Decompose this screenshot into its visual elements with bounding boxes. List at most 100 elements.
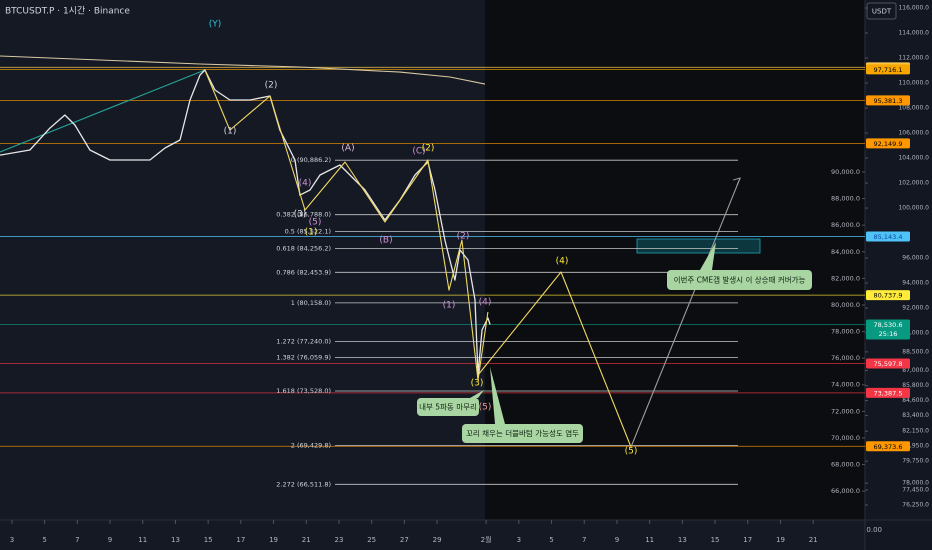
- x-tick-label: 3: [517, 536, 521, 544]
- x-tick-label: 5: [549, 536, 553, 544]
- y2-tick-label: 116,000.0: [898, 5, 929, 12]
- fib-label: 0.382 (86,788.0): [276, 211, 331, 219]
- price-tag-countdown: 25:16: [879, 330, 898, 338]
- x-tick-label: 11: [138, 536, 147, 544]
- y-tick-label: 80,000.0: [831, 301, 860, 309]
- price-tag: [866, 95, 910, 106]
- y2-tick-label: 85,800.0: [902, 382, 929, 389]
- price-tag: [866, 441, 910, 452]
- y2-tick-label: 77,450.0: [902, 486, 929, 493]
- x-tick-label: 7: [75, 536, 79, 544]
- series-line: [0, 69, 491, 376]
- price-tag-label: 75,597.8: [874, 360, 903, 368]
- x-tick-label: 21: [302, 536, 311, 544]
- currency-button-label[interactable]: USDT: [872, 8, 892, 16]
- price-tag-label: 85,143.4: [874, 233, 903, 241]
- fib-label: 1 (80,158.0): [291, 299, 331, 307]
- y2-tick-label: 108,000.0: [898, 105, 929, 112]
- x-tick-label: 9: [108, 536, 112, 544]
- fib-label: 2 (69,429.8): [291, 442, 331, 450]
- price-tag-label: 78,530.6: [874, 321, 903, 329]
- y2-tick-label: 76,250.0: [902, 501, 929, 508]
- callout-pointer: [490, 367, 505, 424]
- wave-label: (1): [305, 228, 318, 238]
- wave-label: (3): [471, 379, 484, 389]
- y2-tick-label: 102,000.0: [898, 180, 929, 187]
- fib-label: 2.272 (66,511.8): [276, 480, 331, 488]
- y2-tick-label: 94,000.0: [902, 280, 929, 287]
- x-tick-label: 7: [582, 536, 586, 544]
- wave-label: (3): [294, 210, 307, 220]
- y2-tick-label: 114,000.0: [898, 30, 929, 37]
- chart-title: BTCUSDT.P · 1시간 · Binance: [5, 6, 130, 17]
- x-tick-label: 5: [42, 536, 46, 544]
- fib-label: 1.618 (73,528.0): [276, 387, 331, 395]
- y-tick-label: 66,000.0: [831, 487, 860, 495]
- series-line: [630, 177, 741, 448]
- x-tick-label: 27: [400, 536, 409, 544]
- callout-text: 꼬리 채우는 더블바텀 가능성도 염두: [466, 428, 579, 438]
- wave-label: (4): [299, 179, 312, 189]
- y-tick-label: 70,000.0: [831, 434, 860, 442]
- x-tick-label: 9: [615, 536, 619, 544]
- y2-tick-label: 78,000.0: [902, 480, 929, 487]
- y2-tick-label: 100,000.0: [898, 205, 929, 212]
- fib-label: 1.272 (77,240.0): [276, 338, 331, 346]
- x-tick-label: 2월: [481, 535, 492, 544]
- price-tag: [866, 64, 910, 75]
- series-line: [477, 271, 632, 448]
- price-tag: [866, 231, 910, 242]
- y2-tick-label: 87,000.0: [902, 367, 929, 374]
- y-tick-label: 86,000.0: [831, 221, 860, 229]
- wave-label: (A): [341, 144, 354, 154]
- y2-tick-label: 80,950.0: [902, 443, 929, 450]
- fib-label: 0.618 (84,256.2): [276, 244, 331, 252]
- x-tick-label: 15: [204, 536, 213, 544]
- callout-pointer: [470, 390, 484, 398]
- callout-box: [667, 270, 812, 290]
- y2-tick-label: 83,400.0: [902, 412, 929, 419]
- fib-label: 0.5 (85,522.1): [285, 228, 331, 236]
- callout-text: 이번주 CME갭 발생시 이 상승때 커버가능: [674, 275, 806, 285]
- callout-pointer: [700, 242, 716, 270]
- y2-tick-label: 104,000.0: [898, 155, 929, 162]
- wave-label: (1): [443, 301, 456, 311]
- price-tag-label: 73,387.5: [874, 389, 903, 397]
- wave-label: (B): [379, 236, 392, 246]
- wave-label: (2): [265, 81, 278, 91]
- y2-tick-label: 88,500.0: [902, 348, 929, 355]
- wave-label: (2): [422, 144, 435, 154]
- callout-text: 내부 5파동 마무리: [419, 403, 477, 412]
- volume-axis-label: 0.00: [866, 526, 882, 534]
- price-tag: [866, 319, 910, 340]
- y-tick-label: 74,000.0: [831, 381, 860, 389]
- y-tick-label: 90,000.0: [831, 168, 860, 176]
- plot-layer: 66,000.0 68,000.0 70,000.0 72,000.0 74,000.0…: [0, 5, 929, 544]
- fib-label: 1.382 (76,059.9): [276, 353, 331, 361]
- wave-label: (Y): [209, 20, 222, 30]
- y2-tick-label: 112,000.0: [898, 55, 929, 62]
- series-line: [0, 69, 206, 153]
- y-tick-label: 88,000.0: [831, 195, 860, 203]
- callout-box: [417, 398, 479, 416]
- wave-label: (5): [625, 447, 638, 457]
- price-tag: [866, 387, 910, 398]
- series-line: [204, 69, 489, 381]
- price-tag-label: 69,373.6: [874, 443, 903, 451]
- x-tick-label: 25: [367, 536, 376, 544]
- y-tick-label: 82,000.0: [831, 274, 860, 282]
- fib-label: 0.786 (82,453.9): [276, 268, 331, 276]
- price-tag-label: 92,149.9: [874, 140, 903, 148]
- price-axis-panel: [865, 0, 932, 550]
- y-tick-label: 72,000.0: [831, 407, 860, 415]
- wave-label: (5): [309, 218, 322, 228]
- wave-label: (4): [556, 257, 569, 267]
- y2-tick-label: 84,600.0: [902, 397, 929, 404]
- fib-label: 0 (90,886.2): [291, 156, 331, 164]
- x-tick-label: 17: [236, 536, 245, 544]
- y2-tick-label: 82,150.0: [902, 428, 929, 435]
- callout-box: [462, 424, 583, 443]
- currency-button[interactable]: [866, 2, 897, 20]
- x-tick-label: 21: [809, 536, 818, 544]
